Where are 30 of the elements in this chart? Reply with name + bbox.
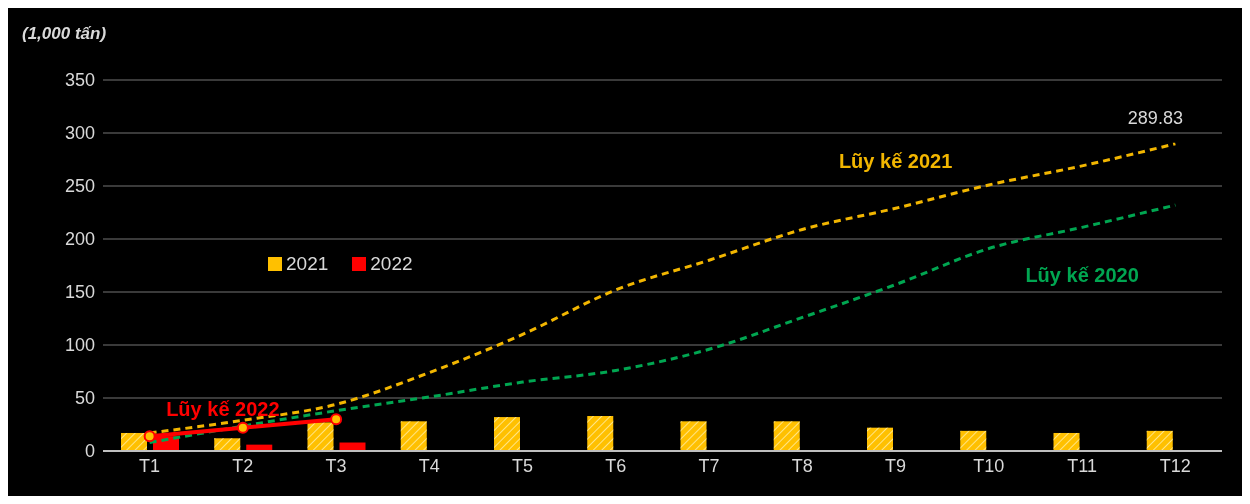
x-tick-label: T11 xyxy=(1067,455,1097,476)
x-tick-label: T2 xyxy=(232,455,254,476)
point xyxy=(330,413,343,426)
y-tick-label: 350 xyxy=(64,70,95,91)
x-tick-label: T1 xyxy=(139,455,161,476)
y-tick-label: 250 xyxy=(64,176,95,197)
y-tick-label: 150 xyxy=(64,282,95,303)
x-tick-label: T9 xyxy=(885,455,907,476)
x-tick-label: T5 xyxy=(512,455,534,476)
point xyxy=(143,430,156,443)
x-tick-label: T12 xyxy=(1159,455,1191,476)
series-label: Lũy kế 2022 xyxy=(166,397,280,420)
legend-label: 2021 xyxy=(285,253,329,275)
x-tick-label: T6 xyxy=(605,455,627,476)
y-tick-label: 0 xyxy=(84,441,95,462)
x-tick-label: T7 xyxy=(698,455,720,476)
y-axis-title: (1,000 tấn) xyxy=(22,24,107,44)
point xyxy=(236,421,249,434)
y-tick-label: 300 xyxy=(64,123,95,144)
x-tick-label: T3 xyxy=(325,455,347,476)
x-tick-label: T10 xyxy=(973,455,1005,476)
y-tick-label: 200 xyxy=(64,229,95,250)
series-label: Lũy kế 2020 xyxy=(1025,264,1139,287)
y-tick-label: 100 xyxy=(64,335,95,356)
series-label: Lũy kế 2021 xyxy=(838,150,953,173)
x-tick-label: T8 xyxy=(791,455,813,476)
x-tick-label: T4 xyxy=(418,455,440,476)
data-label: 289.83 xyxy=(1127,107,1183,128)
y-tick-label: 50 xyxy=(74,388,95,409)
legend-label: 2022 xyxy=(369,253,413,275)
